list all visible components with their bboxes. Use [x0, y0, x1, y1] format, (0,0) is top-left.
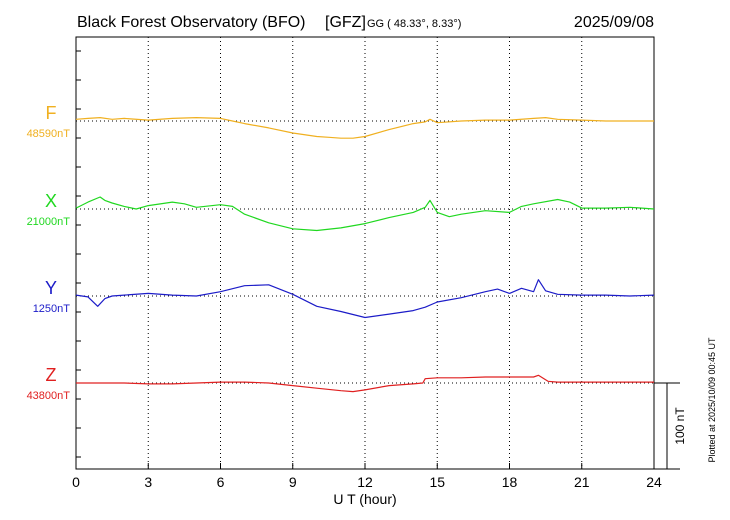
component-labels: F 48590nT X 21000nT Y 1250nT Z 43800nT [27, 103, 71, 402]
agency-label: [GFZ] [325, 14, 366, 31]
x-axis-label: U T (hour) [333, 491, 396, 507]
baseline-label-x: 21000nT [27, 216, 71, 228]
series-line-x [75, 196, 655, 232]
component-label-x: X [45, 191, 57, 211]
x-tick-label-0: 0 [72, 474, 80, 490]
series-line-f [75, 116, 654, 139]
x-tick-label-15: 15 [429, 474, 445, 490]
component-label-f: F [46, 103, 57, 123]
coordinates-label: GG ( 48.33°, 8.33°) [367, 18, 461, 30]
x-tick-label-12: 12 [357, 474, 373, 490]
component-label-y: Y [45, 278, 57, 298]
x-tick-label-21: 21 [574, 474, 590, 490]
baseline-label-y: 1250nT [33, 303, 71, 315]
x-tick-label-24: 24 [646, 474, 662, 490]
baseline-label-f: 48590nT [27, 128, 71, 140]
observatory-title: Black Forest Observatory (BFO) [77, 14, 306, 31]
x-tick-label-6: 6 [217, 474, 225, 490]
series-line-z [76, 374, 654, 393]
scale-bar [654, 382, 680, 470]
scale-bar-label: 100 nT [673, 407, 687, 445]
x-tick-label-3: 3 [144, 474, 152, 490]
x-tick-label-9: 9 [289, 474, 297, 490]
x-tick-label-18: 18 [502, 474, 518, 490]
plotted-timestamp: Plotted at 2025/10/09 00:45 UT [707, 337, 717, 463]
grid-lines [76, 37, 654, 469]
date-label: 2025/09/08 [574, 14, 654, 31]
component-label-z: Z [46, 365, 57, 385]
series-group [75, 116, 655, 393]
baseline-label-z: 43800nT [27, 390, 71, 402]
series-line-y [75, 279, 655, 319]
x-axis-ticks: 0 3 6 9 12 15 18 21 24 [72, 463, 662, 490]
